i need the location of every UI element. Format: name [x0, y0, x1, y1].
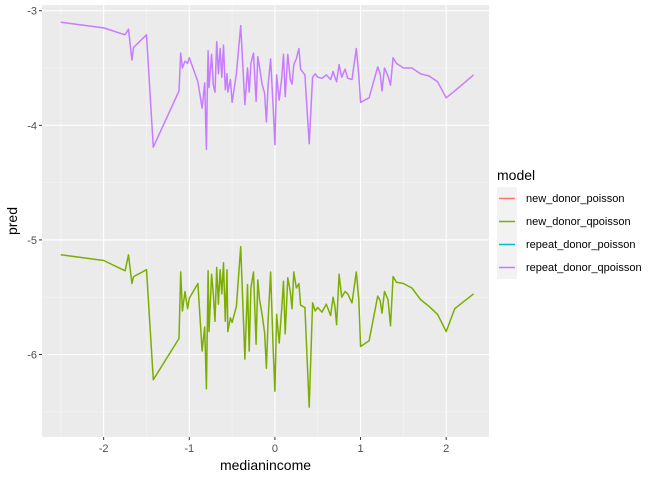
x-tick-label: -1	[184, 443, 194, 455]
grid-major	[42, 5, 489, 437]
x-axis: -2 -1 0 1 2	[99, 437, 449, 455]
series-layer	[60, 21, 475, 408]
legend-label-new_donor_qpoisson: new_donor_qpoisson	[526, 216, 631, 228]
x-axis-title: medianincome	[220, 457, 311, 473]
legend-label-repeat_donor_qpoisson: repeat_donor_qpoisson	[526, 262, 642, 274]
y-tick-label: -4	[27, 120, 37, 132]
y-tick-label: -6	[27, 349, 37, 361]
x-tick-label: -2	[99, 443, 109, 455]
legend: model new_donor_poisson new_donor_qpoisso…	[497, 167, 642, 279]
legend-label-repeat_donor_poisson: repeat_donor_poisson	[526, 239, 635, 251]
y-axis: -6 -5 -4 -3	[27, 6, 42, 361]
plot-background	[42, 5, 489, 437]
series-line-new_donor_qpoisson	[60, 246, 475, 408]
series-line-repeat_donor_qpoisson	[60, 21, 475, 151]
legend-label-new_donor_poisson: new_donor_poisson	[526, 193, 624, 205]
x-tick-label: 1	[357, 443, 363, 455]
y-tick-label: -3	[27, 6, 37, 18]
y-axis-title: pred	[4, 207, 20, 235]
x-tick-label: 0	[272, 443, 278, 455]
legend-title: model	[497, 167, 535, 183]
x-tick-label: 2	[443, 443, 449, 455]
y-tick-label: -5	[27, 235, 37, 247]
